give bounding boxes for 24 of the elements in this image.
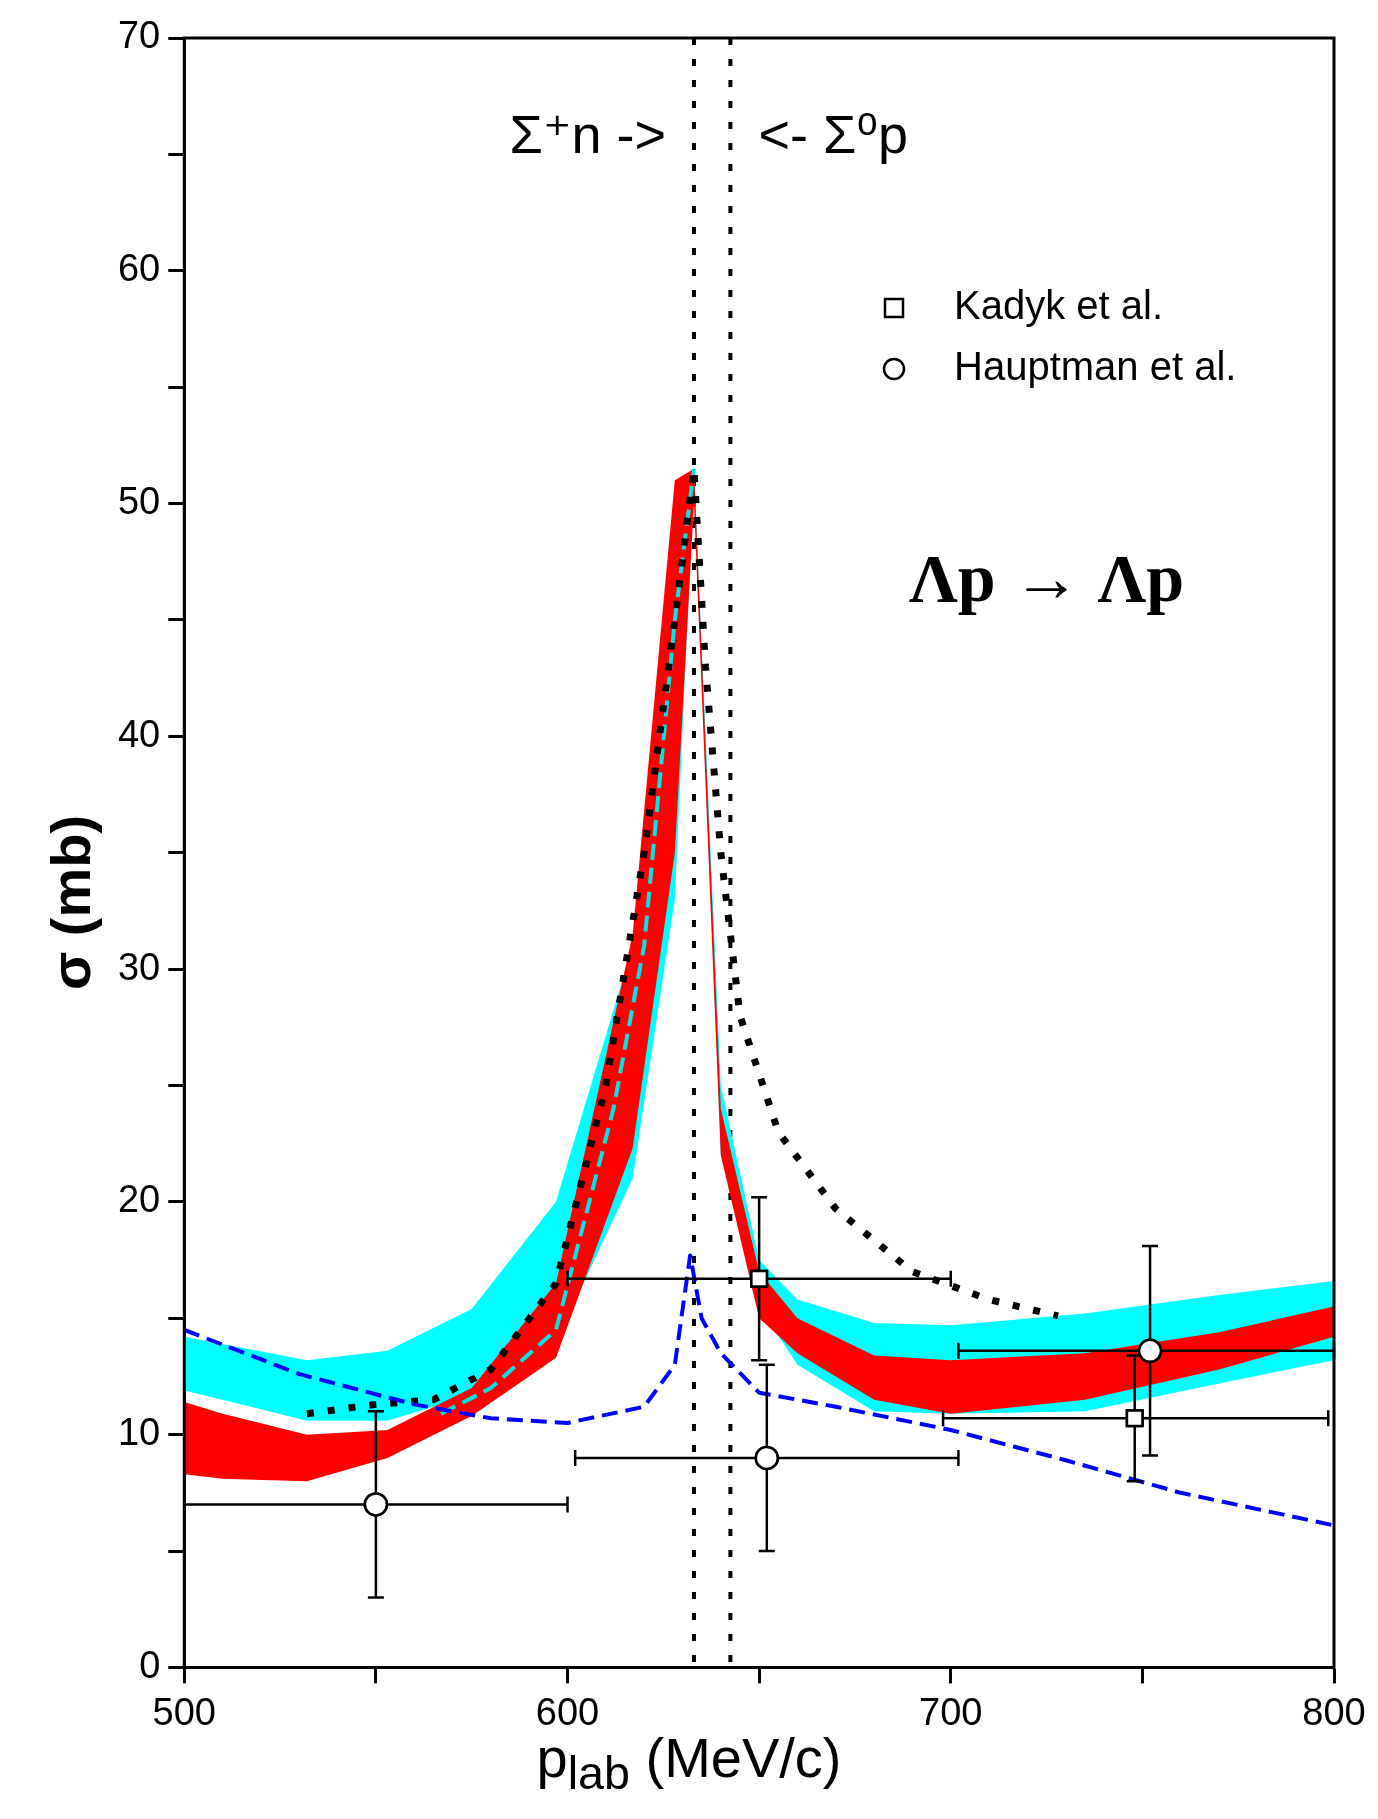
y-tick-label: 50 [117, 480, 161, 523]
point [1137, 1338, 1163, 1364]
x-tick-label: 500 [152, 1690, 216, 1733]
point [754, 1445, 780, 1471]
y-tick-label: 60 [117, 247, 161, 290]
legend-label: Kadyk et al. [954, 283, 1164, 328]
annotation: Λp → Λp [909, 539, 1185, 616]
y-tick-label: 0 [139, 1643, 161, 1686]
x-tick-label: 800 [1302, 1690, 1366, 1733]
y-tick-label: 10 [117, 1411, 161, 1454]
y-axis-title: σ (mb) [37, 813, 103, 993]
y-tick-label: 20 [117, 1178, 161, 1221]
line-series [184, 1253, 1334, 1528]
point [1125, 1409, 1144, 1428]
ref-line-label: <- Σ⁰p [758, 103, 908, 164]
ref-line-label: Σ⁺n -> [509, 103, 666, 164]
point [363, 1492, 389, 1517]
legend-label: Hauptman et al. [954, 344, 1237, 389]
y-tick-label: 40 [117, 712, 161, 755]
line-series [439, 466, 696, 1416]
y-tick-label: 70 [117, 14, 161, 57]
y-tick-label: 30 [117, 945, 161, 988]
x-tick-label: 700 [919, 1690, 983, 1733]
point [750, 1269, 769, 1288]
